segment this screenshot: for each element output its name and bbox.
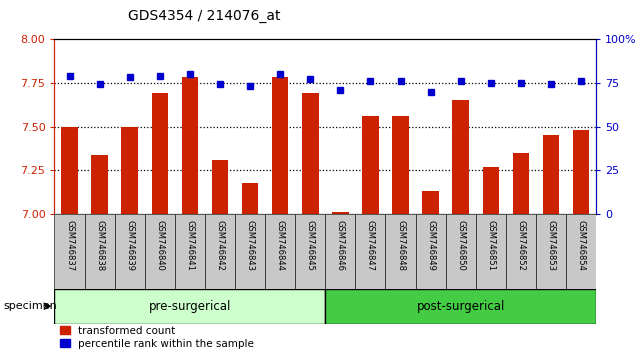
Bar: [453, 100, 469, 214]
Bar: [332, 212, 349, 214]
Bar: [422, 192, 439, 214]
Bar: [121, 127, 138, 214]
Bar: [536, 214, 566, 289]
Bar: [513, 153, 529, 214]
Text: GSM746838: GSM746838: [95, 220, 104, 271]
Text: GSM746843: GSM746843: [246, 220, 254, 271]
Bar: [415, 214, 445, 289]
Bar: [181, 78, 198, 214]
Text: GSM746846: GSM746846: [336, 220, 345, 271]
Legend: transformed count, percentile rank within the sample: transformed count, percentile rank withi…: [60, 326, 254, 349]
Bar: [302, 93, 319, 214]
Bar: [205, 214, 235, 289]
Bar: [54, 289, 326, 324]
Bar: [326, 214, 355, 289]
Bar: [85, 214, 115, 289]
Text: post-surgerical: post-surgerical: [417, 300, 505, 313]
Text: specimen: specimen: [3, 301, 57, 311]
Bar: [115, 214, 145, 289]
Bar: [326, 289, 596, 324]
Text: GSM746839: GSM746839: [125, 220, 134, 271]
Text: GSM746853: GSM746853: [547, 220, 556, 271]
Text: GSM746844: GSM746844: [276, 220, 285, 271]
Bar: [483, 167, 499, 214]
Text: GSM746842: GSM746842: [215, 220, 224, 271]
Bar: [296, 214, 326, 289]
Text: GDS4354 / 214076_at: GDS4354 / 214076_at: [128, 9, 281, 23]
Bar: [235, 214, 265, 289]
Text: GSM746849: GSM746849: [426, 220, 435, 271]
Bar: [272, 78, 288, 214]
Bar: [265, 214, 296, 289]
Bar: [385, 214, 415, 289]
Bar: [506, 214, 536, 289]
Bar: [175, 214, 205, 289]
Text: GSM746852: GSM746852: [517, 220, 526, 271]
Text: GSM746854: GSM746854: [577, 220, 586, 271]
Bar: [573, 130, 589, 214]
Bar: [151, 93, 168, 214]
Bar: [392, 116, 409, 214]
Bar: [212, 160, 228, 214]
Text: GSM746851: GSM746851: [487, 220, 495, 271]
Bar: [355, 214, 385, 289]
Bar: [242, 183, 258, 214]
Bar: [54, 214, 85, 289]
Text: GSM746840: GSM746840: [155, 220, 164, 271]
Text: GSM746841: GSM746841: [185, 220, 194, 271]
Text: pre-surgerical: pre-surgerical: [149, 300, 231, 313]
Text: GSM746850: GSM746850: [456, 220, 465, 271]
Text: GSM746848: GSM746848: [396, 220, 405, 271]
Bar: [543, 135, 559, 214]
Text: GSM746847: GSM746847: [366, 220, 375, 271]
Bar: [362, 116, 379, 214]
Text: GSM746845: GSM746845: [306, 220, 315, 271]
Bar: [476, 214, 506, 289]
Bar: [145, 214, 175, 289]
Text: GSM746837: GSM746837: [65, 220, 74, 271]
Bar: [92, 155, 108, 214]
Bar: [445, 214, 476, 289]
Bar: [566, 214, 596, 289]
Bar: [62, 127, 78, 214]
